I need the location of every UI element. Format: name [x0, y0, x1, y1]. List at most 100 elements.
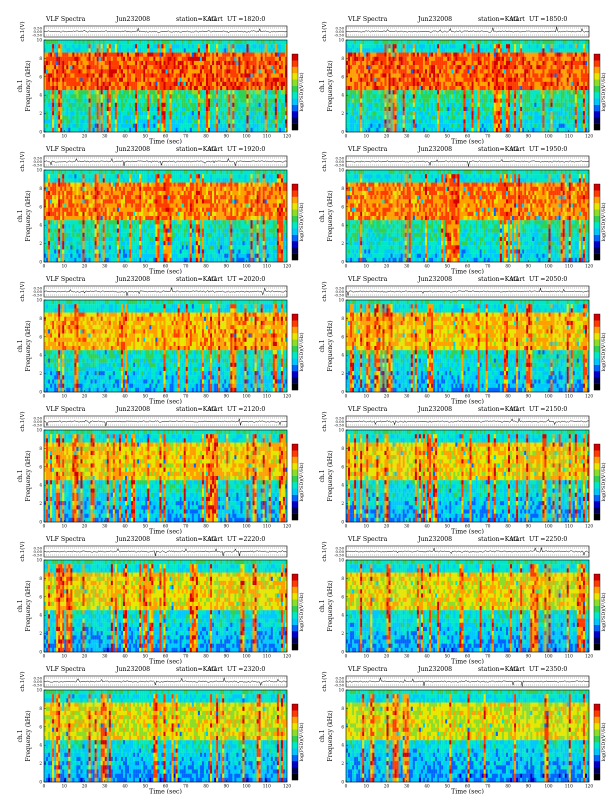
- heatmap-cell: [147, 119, 149, 123]
- heatmap-cell: [80, 86, 82, 90]
- heatmap-cell: [399, 69, 401, 73]
- heatmap-cell: [520, 40, 522, 44]
- heatmap-cell: [350, 111, 352, 115]
- heatmap-cell: [170, 65, 172, 69]
- heatmap-cell: [352, 99, 354, 103]
- heatmap-cell: [571, 40, 573, 44]
- heatmap-cell: [72, 94, 74, 98]
- heatmap-cell: [283, 107, 285, 111]
- heatmap-cell: [561, 57, 563, 61]
- heatmap-cell: [380, 103, 382, 107]
- heatmap-cell: [346, 69, 348, 73]
- heatmap-cell: [551, 82, 553, 86]
- heatmap-cell: [536, 53, 538, 57]
- heatmap-cell: [451, 103, 453, 107]
- heatmap-cell: [68, 65, 70, 69]
- heatmap-cell: [494, 44, 496, 48]
- heatmap-cell: [202, 107, 204, 111]
- heatmap-cell: [502, 73, 504, 77]
- heatmap-cell: [151, 53, 153, 57]
- heatmap-cell: [143, 82, 145, 86]
- heatmap-cell: [569, 78, 571, 82]
- heatmap-cell: [530, 107, 532, 111]
- heatmap-cell: [348, 94, 350, 98]
- x-tick-label: 40: [122, 134, 128, 139]
- heatmap-cell: [504, 73, 506, 77]
- heatmap-cell: [514, 103, 516, 107]
- heatmap-cell: [470, 94, 472, 98]
- heatmap-cell: [50, 86, 52, 90]
- heatmap-cell: [427, 53, 429, 57]
- heatmap-cell: [348, 73, 350, 77]
- heatmap-cell: [133, 73, 135, 77]
- heatmap-cell: [516, 103, 518, 107]
- heatmap-cell: [403, 82, 405, 86]
- heatmap-cell: [259, 128, 261, 132]
- heatmap-cell: [583, 48, 585, 52]
- heatmap-cell: [374, 73, 376, 77]
- heatmap-cell: [581, 103, 583, 107]
- heatmap-cell: [585, 90, 587, 94]
- heatmap-cell: [362, 94, 364, 98]
- heatmap-cell: [107, 86, 109, 90]
- heatmap-cell: [387, 111, 389, 115]
- heatmap-cell: [411, 61, 413, 65]
- heatmap-cell: [163, 115, 165, 119]
- heatmap-cell: [220, 99, 222, 103]
- heatmap-cell: [397, 61, 399, 65]
- heatmap-cell: [145, 69, 147, 73]
- heatmap-cell: [465, 57, 467, 61]
- heatmap-cell: [60, 86, 62, 90]
- heatmap-cell: [387, 103, 389, 107]
- heatmap-cell: [431, 90, 433, 94]
- heatmap-cell: [163, 57, 165, 61]
- heatmap-cell: [170, 69, 172, 73]
- heatmap-cell: [46, 128, 48, 132]
- heatmap-cell: [269, 65, 271, 69]
- heatmap-cell: [87, 119, 89, 123]
- heatmap-cell: [232, 73, 234, 77]
- heatmap-cell: [196, 128, 198, 132]
- heatmap-cell: [581, 57, 583, 61]
- heatmap-cell: [354, 86, 356, 90]
- heatmap-cell: [439, 61, 441, 65]
- heatmap-cell: [107, 44, 109, 48]
- heatmap-cell: [571, 103, 573, 107]
- heatmap-cell: [80, 73, 82, 77]
- heatmap-cell: [236, 124, 238, 128]
- heatmap-cell: [411, 44, 413, 48]
- heatmap-cell: [234, 61, 236, 65]
- heatmap-cell: [226, 128, 228, 132]
- heatmap-cell: [168, 40, 170, 44]
- heatmap-cell: [538, 99, 540, 103]
- heatmap-cell: [97, 90, 99, 94]
- heatmap-cell: [220, 115, 222, 119]
- heatmap-cell: [447, 103, 449, 107]
- heatmap-cell: [230, 124, 232, 128]
- heatmap-cell: [232, 69, 234, 73]
- heatmap-cell: [372, 82, 374, 86]
- heatmap-cell: [384, 53, 386, 57]
- heatmap-cell: [421, 107, 423, 111]
- heatmap-cell: [376, 90, 378, 94]
- heatmap-cell: [216, 111, 218, 115]
- heatmap-cell: [397, 65, 399, 69]
- heatmap-cell: [109, 57, 111, 61]
- heatmap-cell: [249, 40, 251, 44]
- heatmap-cell: [419, 48, 421, 52]
- heatmap-cell: [257, 82, 259, 86]
- heatmap-cell: [439, 44, 441, 48]
- heatmap-cell: [354, 57, 356, 61]
- heatmap-cell: [445, 111, 447, 115]
- heatmap-cell: [534, 61, 536, 65]
- heatmap-cell: [62, 73, 64, 77]
- heatmap-cell: [417, 65, 419, 69]
- heatmap-cell: [62, 44, 64, 48]
- heatmap-cell: [362, 90, 364, 94]
- heatmap-cell: [155, 115, 157, 119]
- heatmap-cell: [476, 44, 478, 48]
- heatmap-cell: [520, 73, 522, 77]
- heatmap-cell: [449, 78, 451, 82]
- heatmap-cell: [508, 44, 510, 48]
- heatmap-cell: [492, 90, 494, 94]
